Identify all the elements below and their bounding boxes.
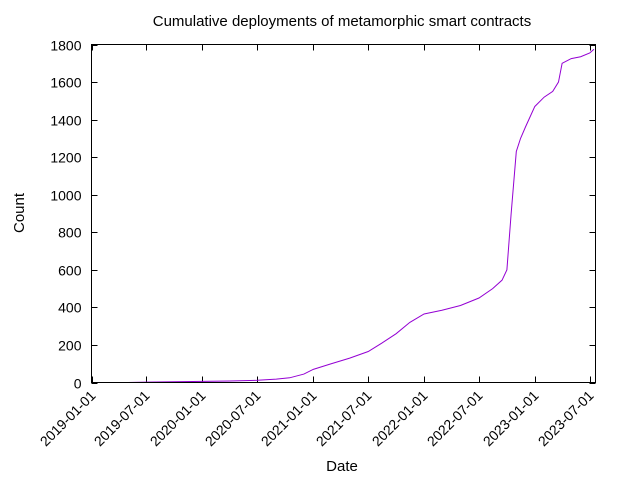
x-tick-label: 2019-01-01: [37, 387, 99, 449]
x-tick-label: 2021-01-01: [258, 387, 320, 449]
x-tick-label: 2022-07-01: [424, 387, 486, 449]
y-tick-label: 1400: [50, 113, 81, 129]
series-line: [127, 48, 595, 383]
plot-frame: [91, 44, 596, 383]
x-tick-label: 2020-07-01: [202, 387, 264, 449]
y-tick-label: 0: [74, 376, 82, 392]
y-tick-label: 400: [58, 300, 82, 316]
y-tick-label: 1600: [50, 75, 81, 91]
axis-ticks: [91, 44, 596, 384]
y-tick-label: 600: [58, 263, 82, 279]
tick-labels: 0 200 400 600 800 1000 1200 1400 1600 1800 2019-01…: [37, 38, 597, 450]
x-tick-label: 2020-01-01: [147, 387, 209, 449]
y-axis-label: Count: [11, 192, 28, 233]
y-tick-label: 1800: [50, 38, 81, 54]
x-tick-label: 2019-07-01: [91, 387, 153, 449]
x-tick-label: 2022-01-01: [369, 387, 431, 449]
x-tick-label: 2021-07-01: [313, 387, 375, 449]
y-tick-label: 1200: [50, 150, 81, 166]
y-tick-label: 1000: [50, 188, 81, 204]
chart-title: Cumulative deployments of metamorphic sm…: [153, 13, 531, 30]
x-tick-label: 2023-07-01: [535, 387, 597, 449]
x-tick-label: 2023-01-01: [480, 387, 542, 449]
y-tick-label: 200: [58, 338, 82, 354]
y-tick-label: 800: [58, 225, 82, 241]
x-axis-label: Date: [326, 458, 358, 475]
